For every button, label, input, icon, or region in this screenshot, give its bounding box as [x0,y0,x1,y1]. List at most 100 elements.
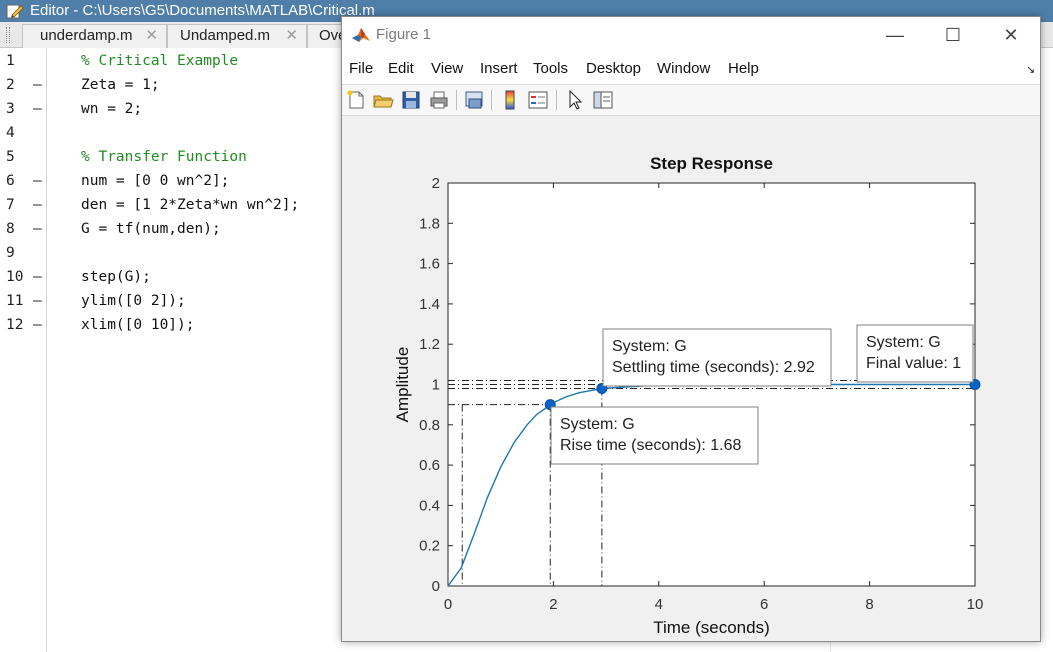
code-line[interactable]: 10– step(G); [0,265,400,289]
line-number: 1 [6,53,15,69]
breakpoint-dash[interactable]: – [33,77,42,93]
menu-edit[interactable]: Edit [388,60,414,77]
toolbar-separator [456,90,457,110]
menu-desktop[interactable]: Desktop [586,60,642,77]
breakpoint-dash[interactable]: – [33,317,42,333]
x-tick-label: 6 [760,596,768,613]
line-number: 10 [6,269,24,285]
code-line[interactable]: 5 % Transfer Function [0,145,400,169]
tab-label: Undamped.m [180,27,271,44]
code-text: step(G); [81,269,151,285]
code-comment: % Transfer Function [81,149,247,165]
y-tick-label: 0.2 [419,538,440,555]
code-line[interactable]: 1 % Critical Example [0,49,400,73]
print-icon[interactable] [428,89,450,111]
code-line[interactable]: 3 – wn = 2; [0,97,400,121]
code-text: Zeta = 1; [81,77,160,93]
code-text: num = [0 0 wn^2]; [81,173,230,189]
code-line[interactable]: 2 – Zeta = 1; [0,73,400,97]
line-number: 7 [6,197,15,213]
y-tick-label: 1.2 [419,336,440,353]
code-line[interactable]: 11– ylim([0 2]); [0,289,400,313]
menu-window[interactable]: Window [657,60,711,77]
y-tick-label: 0 [432,578,440,595]
x-tick-label: 4 [655,596,663,613]
x-tick-label: 8 [865,596,873,613]
save-icon[interactable] [400,89,422,111]
line-number: 4 [6,125,15,141]
menu-view[interactable]: View [431,60,464,77]
tab-underdamp[interactable]: underdamp.m ✕ [22,24,167,48]
edit-pencil-icon [6,4,24,19]
y-tick-label: 0.8 [419,417,440,434]
y-tick-label: 0.6 [419,457,440,474]
figure-menu-bar: File Edit View Insert Tools Desktop Wind… [342,53,1040,85]
code-text: den = [1 2*Zeta*wn wn^2]; [81,197,300,213]
menu-insert[interactable]: Insert [480,60,518,77]
data-tip-value: Final value: 1 [866,355,961,372]
new-figure-icon[interactable] [345,89,367,111]
maximize-button[interactable]: ☐ [944,25,962,45]
x-tick-label: 2 [549,596,557,613]
code-comment: % Critical Example [81,53,239,69]
menu-file[interactable]: File [349,60,374,77]
data-tip-system: System: G [612,338,687,355]
colorbar-icon[interactable] [499,89,521,111]
figure-canvas[interactable]: Step Response Time (seconds) Amplitude 0 2 4 6… [342,117,1040,641]
x-tick-label: 10 [967,596,984,613]
code-line[interactable]: 6 – num = [0 0 wn^2]; [0,169,400,193]
breakpoint-dash[interactable]: – [33,221,42,237]
tab-undamped[interactable]: Undamped.m ✕ [167,24,307,48]
y-tick-label: 2 [432,175,440,192]
y-tick-label: 0.4 [419,497,440,514]
tab-close-icon[interactable]: ✕ [145,27,158,44]
code-line[interactable]: 7 – den = [1 2*Zeta*wn wn^2]; [0,193,400,217]
y-tick-label: 1 [432,377,440,394]
minimize-button[interactable]: — [886,25,904,45]
line-number: 11 [6,293,24,309]
figure-title-bar[interactable]: Figure 1 — ☐ ✕ [342,17,1040,53]
tab-grip-icon[interactable] [6,27,10,43]
link-plot-icon[interactable] [463,89,485,111]
figure-toolbar [342,85,1040,116]
line-number: 5 [6,149,15,165]
line-number: 2 [6,77,15,93]
breakpoint-dash[interactable]: – [33,269,42,285]
line-number: 6 [6,173,15,189]
code-text: ylim([0 2]); [81,293,186,309]
x-axis-label: Time (seconds) [653,618,770,637]
y-tick-label: 1.4 [419,296,440,313]
line-number: 3 [6,101,15,117]
tab-label: underdamp.m [40,27,133,44]
line-number-gutter [0,49,47,652]
menu-help[interactable]: Help [728,60,759,77]
dock-arrow-icon[interactable]: ↘ [1026,64,1036,76]
step-response-chart[interactable]: Step Response Time (seconds) Amplitude 0 2 4 6… [342,117,1040,641]
line-number: 9 [6,245,15,261]
code-line[interactable]: 8 – G = tf(num,den); [0,217,400,241]
code-line[interactable]: 12– xlim([0 10]); [0,313,400,337]
edit-plot-pointer-icon[interactable] [564,89,586,111]
toolbar-separator [556,90,557,110]
menu-tools[interactable]: Tools [533,60,569,77]
code-text: xlim([0 10]); [81,317,195,333]
breakpoint-dash[interactable]: – [33,293,42,309]
property-editor-icon[interactable] [592,89,614,111]
editor-title: Editor - C:\Users\G5\Documents\MATLAB\Cr… [30,2,375,19]
code-line[interactable]: 4 [0,121,400,145]
data-tip-box [602,328,832,387]
breakpoint-dash[interactable]: – [33,173,42,189]
breakpoint-dash[interactable]: – [33,101,42,117]
code-line[interactable]: 9 [0,241,400,265]
open-file-icon[interactable] [372,89,394,111]
breakpoint-dash[interactable]: – [33,197,42,213]
toolbar-separator [491,90,492,110]
figure-title: Figure 1 [376,26,432,43]
data-tip-box [856,324,974,383]
y-axis-label: Amplitude [393,347,412,423]
code-text: wn = 2; [81,101,143,117]
tab-close-icon[interactable]: ✕ [285,27,298,44]
code-text: G = tf(num,den); [81,221,221,237]
legend-icon[interactable] [527,89,549,111]
close-button[interactable]: ✕ [1003,25,1019,45]
